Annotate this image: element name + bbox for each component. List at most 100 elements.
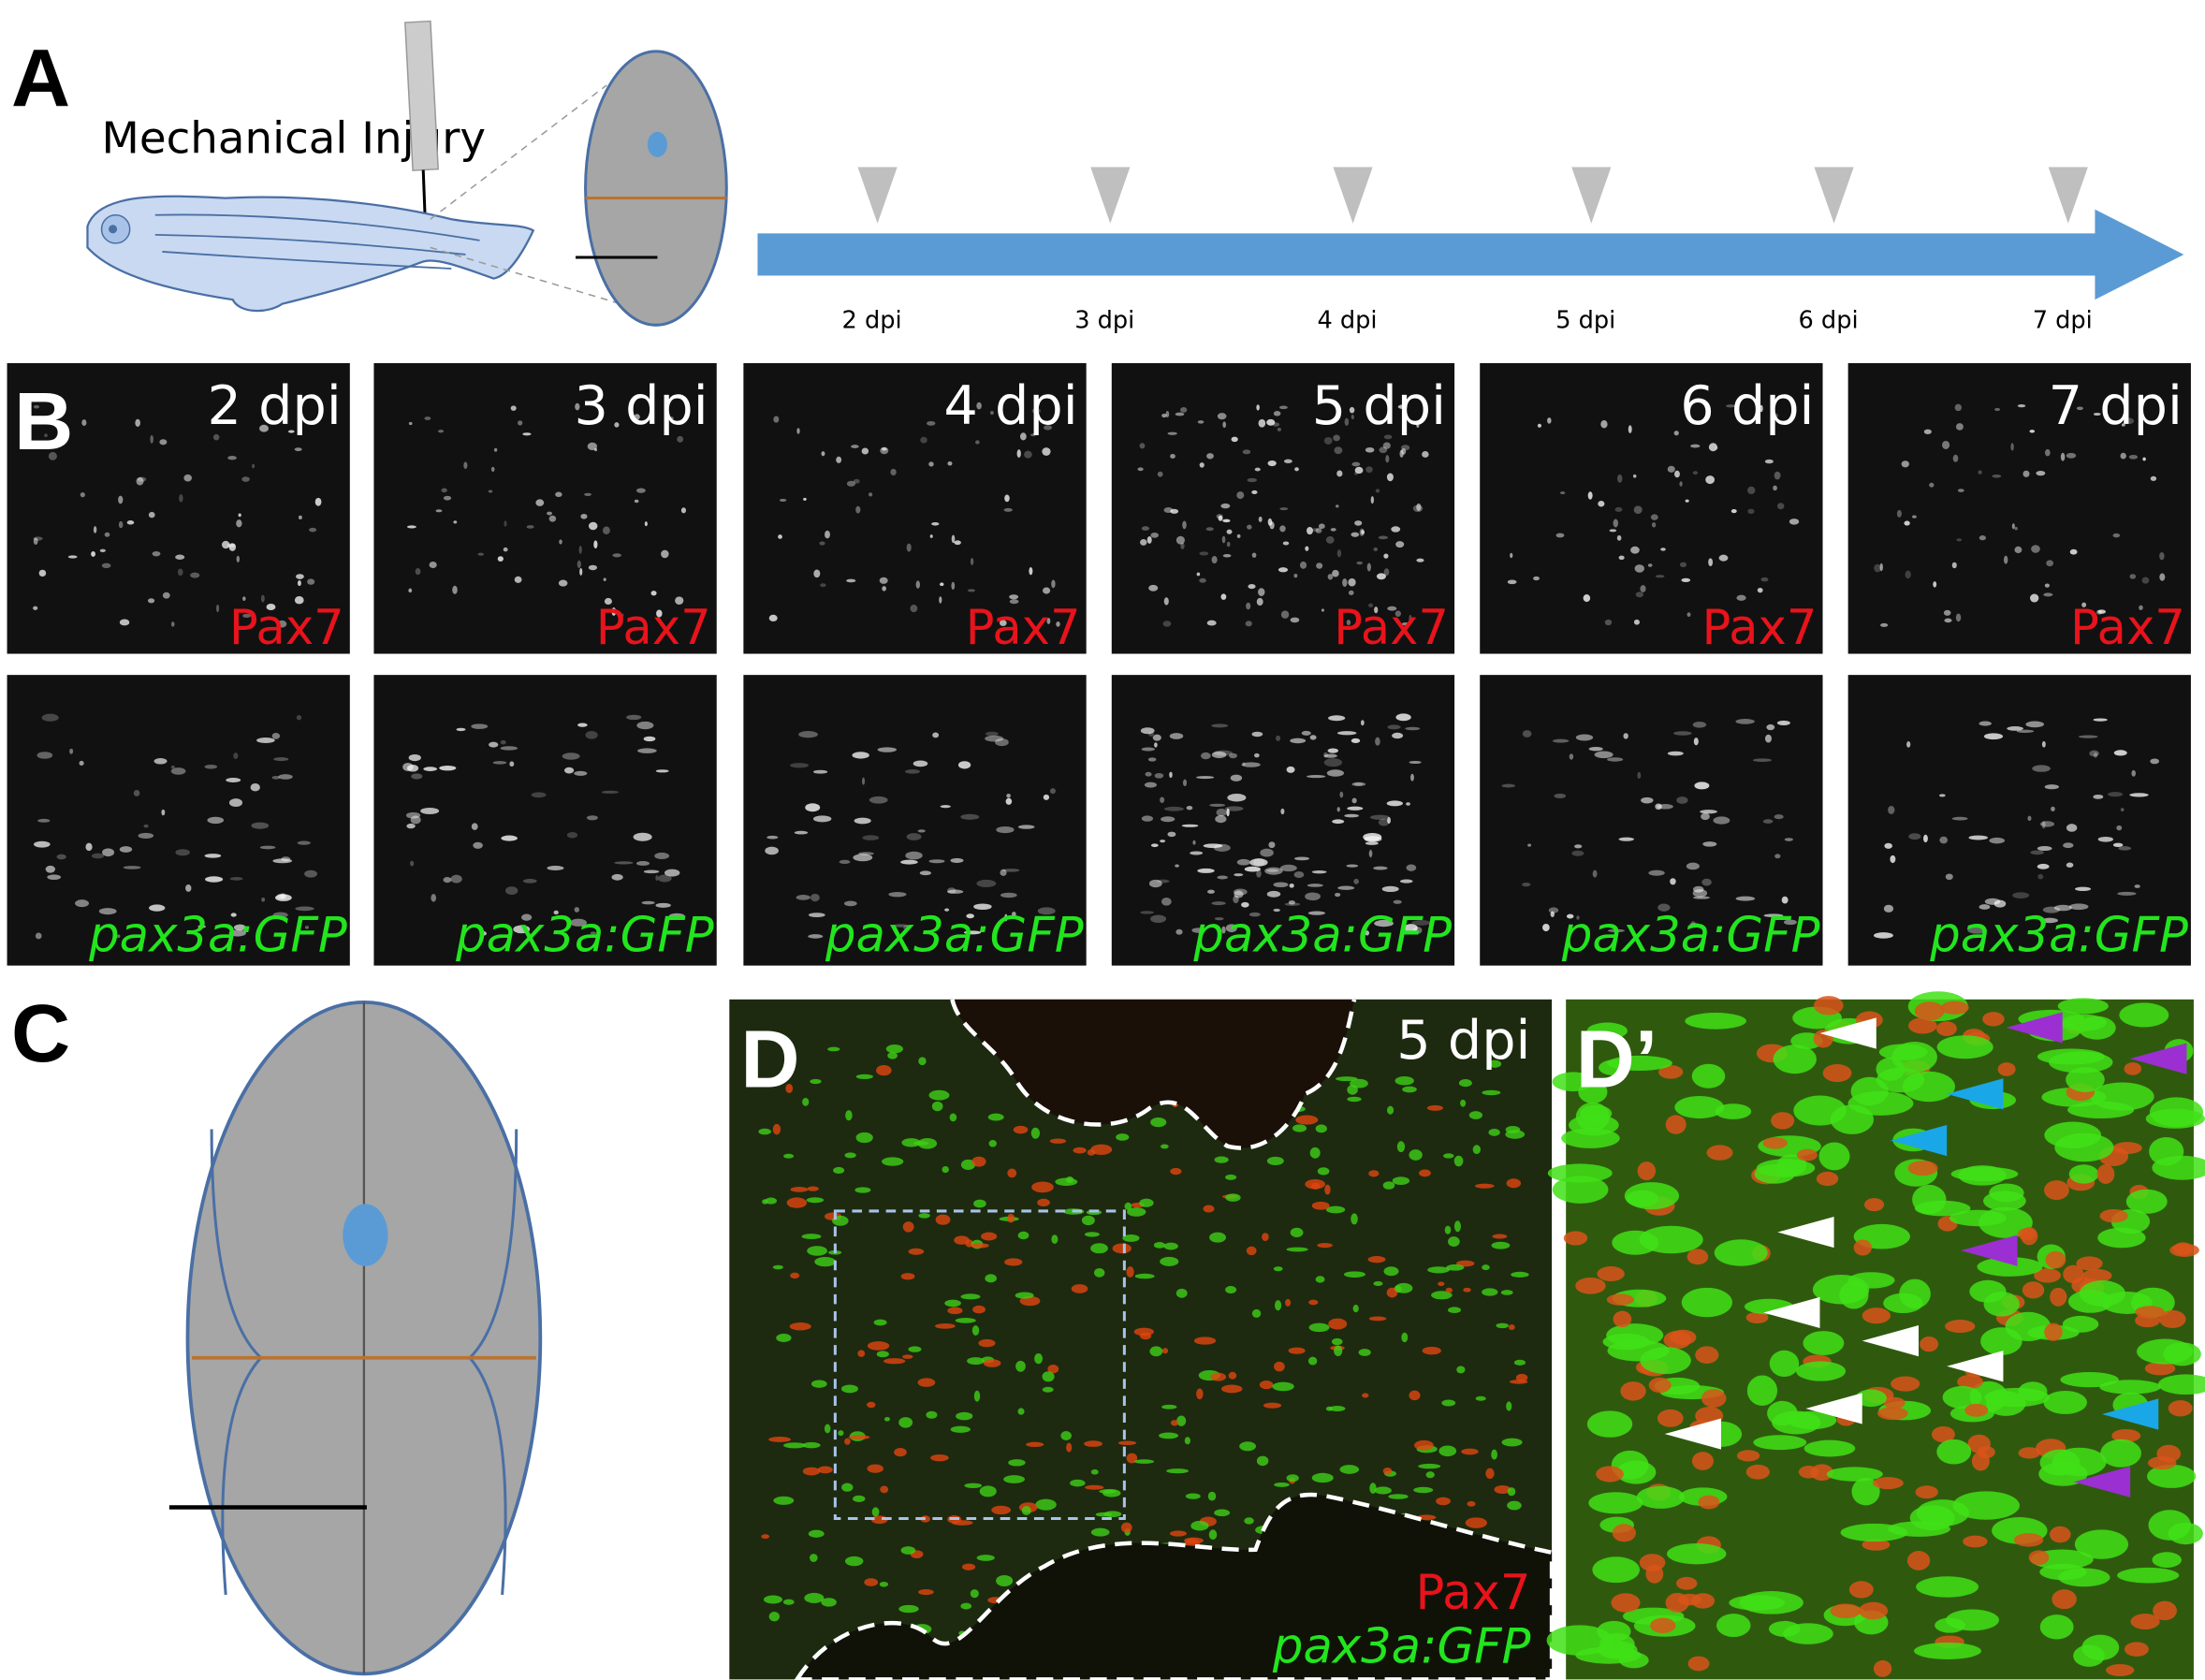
cell — [2039, 1614, 2074, 1640]
cell — [1383, 1266, 1399, 1277]
cell — [1351, 415, 1354, 420]
cell — [1952, 1491, 2020, 1520]
cell — [844, 1438, 851, 1445]
cell — [2037, 873, 2044, 880]
cell — [1017, 1408, 1025, 1415]
micrograph — [743, 363, 1087, 654]
cell — [1392, 732, 1404, 739]
cell — [1776, 503, 1785, 510]
cell — [1233, 895, 1239, 904]
cell — [1500, 1290, 1513, 1295]
cell — [1673, 431, 1679, 436]
cell — [1416, 422, 1420, 429]
cell — [1465, 1517, 1487, 1528]
fish-illustration — [86, 20, 728, 327]
cell — [273, 757, 289, 762]
cell — [1681, 577, 1691, 582]
cell — [1226, 541, 1231, 548]
cell — [1633, 619, 1640, 625]
cell — [2093, 412, 2101, 416]
cell — [1225, 924, 1237, 933]
cell — [1160, 796, 1165, 803]
cell — [1103, 1511, 1122, 1518]
cell — [1368, 1170, 1380, 1177]
cell — [1735, 718, 1755, 724]
cell — [808, 913, 825, 918]
cell — [1373, 547, 1379, 551]
cell — [1598, 501, 1605, 507]
cell — [960, 1293, 981, 1300]
cell — [1325, 1205, 1346, 1214]
cell — [1214, 1156, 1229, 1163]
cell — [1351, 532, 1360, 537]
cell — [513, 925, 531, 934]
cell — [1446, 1264, 1465, 1271]
cell — [431, 894, 437, 902]
cell — [1029, 567, 1033, 576]
cell — [846, 578, 856, 583]
cell — [985, 1274, 997, 1283]
cell — [1876, 1057, 1906, 1081]
cell — [789, 1322, 811, 1331]
cell — [1607, 757, 1624, 762]
cell — [1112, 1243, 1132, 1254]
cell — [1969, 1279, 2007, 1303]
cell — [1208, 1529, 1218, 1541]
cell — [1373, 866, 1388, 870]
cell — [1354, 520, 1363, 526]
cell — [2093, 794, 2104, 799]
cell — [798, 731, 818, 738]
cell — [2148, 1510, 2192, 1541]
cell — [1150, 843, 1159, 848]
cell — [975, 440, 980, 445]
cell — [278, 774, 293, 780]
cell — [892, 924, 910, 928]
cell — [1788, 1410, 1837, 1430]
cell — [1365, 930, 1370, 936]
cell — [587, 442, 598, 451]
cell — [1628, 425, 1632, 433]
arrowhead — [1961, 1234, 2018, 1266]
cell — [1409, 1390, 1421, 1401]
cell — [272, 858, 293, 864]
cell — [1533, 576, 1540, 581]
cell — [242, 613, 252, 618]
cell — [1176, 535, 1185, 545]
cell — [1311, 869, 1327, 874]
cell — [1701, 1389, 1727, 1408]
cell — [473, 841, 483, 849]
cell — [1983, 733, 2004, 740]
cell — [148, 511, 155, 519]
cell — [2057, 998, 2109, 1015]
cell — [1161, 1348, 1169, 1354]
cell — [2093, 718, 2108, 722]
cell — [1848, 1581, 1874, 1599]
cell — [1166, 1468, 1190, 1474]
cell — [1382, 442, 1391, 449]
cell — [927, 420, 936, 426]
cell — [853, 1495, 866, 1502]
dashed-outline — [950, 999, 1357, 1150]
cell — [79, 760, 84, 766]
cell — [1169, 1530, 1187, 1537]
cell — [970, 558, 974, 565]
cell — [1141, 526, 1150, 531]
cell — [559, 539, 562, 545]
cell — [1146, 536, 1152, 544]
cell — [304, 869, 318, 878]
cell — [1416, 1514, 1437, 1521]
cell — [2044, 1322, 2063, 1341]
cell — [1883, 904, 1894, 913]
cell — [2049, 1526, 2071, 1543]
cell — [2039, 1563, 2087, 1581]
cell — [2169, 1243, 2199, 1257]
cell — [1354, 466, 1364, 475]
cell — [1691, 1452, 1714, 1470]
micrograph — [1111, 363, 1455, 654]
cell — [1395, 541, 1405, 548]
cell — [1855, 1389, 1887, 1408]
cell — [1667, 465, 1675, 473]
cell — [906, 833, 922, 840]
cell — [802, 1467, 821, 1476]
cell — [1387, 606, 1397, 611]
